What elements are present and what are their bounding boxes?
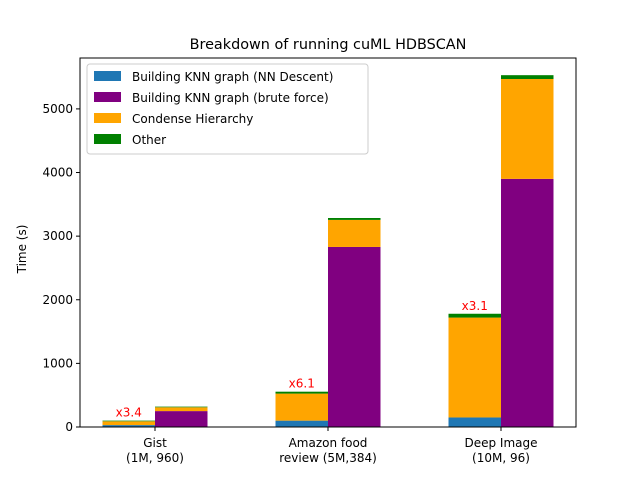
- bar-nn_descent-left-2: [448, 417, 501, 427]
- legend-swatch-condense: [94, 113, 121, 123]
- speedup-annotation-1: x6.1: [289, 377, 315, 391]
- speedup-annotation-0: x3.4: [116, 406, 142, 420]
- bar-brute_force-right-0: [155, 411, 208, 427]
- bar-other-left-2: [448, 313, 501, 318]
- bar-other-left-1: [275, 391, 328, 394]
- y-axis-label: Time (s): [15, 225, 29, 275]
- bar-other-left-0: [102, 420, 155, 422]
- bar-condense-left-0: [102, 421, 155, 426]
- x-tick-label: Amazon food review (5M,384): [279, 436, 377, 465]
- legend-label-brute_force: Building KNN graph (brute force): [132, 91, 329, 105]
- legend-swatch-other: [94, 134, 121, 144]
- y-tick-label: 5000: [42, 102, 73, 116]
- y-tick-label: 0: [65, 420, 73, 434]
- legend-label-condense: Condense Hierarchy: [132, 112, 253, 126]
- x-tick-label-line: review (5M,384): [279, 451, 377, 465]
- bar-brute_force-right-2: [501, 178, 554, 427]
- bar-brute_force-right-1: [328, 246, 381, 427]
- bar-condense-left-1: [275, 393, 328, 421]
- legend-swatch-nn_descent: [94, 71, 121, 81]
- bar-condense-right-1: [328, 219, 381, 247]
- x-tick-label-line: (1M, 960): [126, 451, 184, 465]
- x-tick-label: Deep Image (10M, 96): [464, 436, 537, 465]
- legend-label-other: Other: [132, 133, 166, 147]
- y-tick-label: 3000: [42, 229, 73, 243]
- bar-nn_descent-left-0: [102, 425, 155, 427]
- x-tick-label-line: Gist: [143, 436, 167, 450]
- x-tick-label-line: Amazon food: [289, 436, 368, 450]
- y-tick-label: 2000: [42, 293, 73, 307]
- bar-other-right-2: [501, 75, 554, 79]
- legend-box: [86, 63, 369, 155]
- x-tick-label: Gist (1M, 960): [126, 436, 184, 465]
- bar-condense-right-2: [501, 78, 554, 179]
- bar-condense-left-2: [448, 317, 501, 418]
- bar-other-right-0: [155, 406, 208, 408]
- chart-title: Breakdown of running cuML HDBSCAN: [190, 37, 467, 53]
- bar-other-right-1: [328, 218, 381, 220]
- y-tick-label: 1000: [42, 356, 73, 370]
- legend-swatch-brute_force: [94, 92, 121, 102]
- y-tick-label: 4000: [42, 166, 73, 180]
- x-tick-label-line: Deep Image: [464, 436, 537, 450]
- x-tick-label-line: (10M, 96): [472, 451, 530, 465]
- speedup-annotation-2: x3.1: [462, 299, 488, 313]
- bar-nn_descent-left-1: [275, 420, 328, 427]
- legend-label-nn_descent: Building KNN graph (NN Descent): [132, 70, 333, 84]
- bar-condense-right-0: [155, 407, 208, 412]
